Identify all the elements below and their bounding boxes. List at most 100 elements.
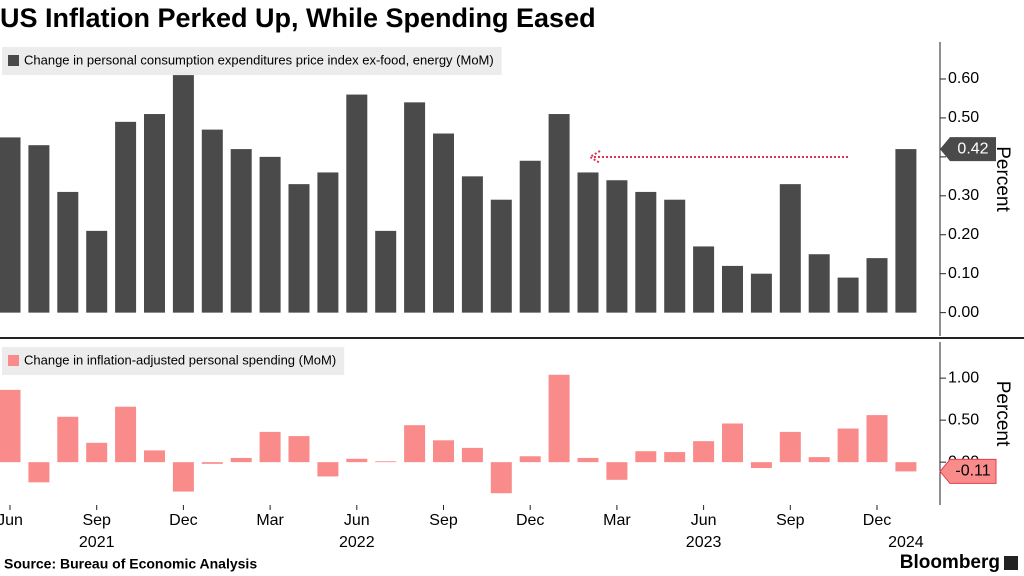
bar	[288, 184, 310, 313]
bar	[866, 258, 888, 313]
bar	[144, 114, 165, 313]
bar	[837, 428, 859, 463]
bar	[750, 462, 772, 469]
bar	[664, 452, 686, 463]
bar	[144, 450, 165, 463]
bar	[866, 415, 888, 463]
bar	[57, 191, 79, 313]
bar	[288, 436, 310, 463]
bar	[115, 121, 137, 313]
bar	[0, 137, 21, 313]
bar	[519, 160, 541, 313]
bar	[606, 462, 628, 480]
x-tick-label: Dec	[863, 512, 891, 529]
bar	[172, 462, 194, 492]
x-tick-label: Jun	[691, 512, 717, 529]
y-tick-label: 0.20	[948, 226, 979, 243]
bar	[490, 199, 512, 313]
bar	[230, 457, 252, 463]
x-tick-label: Sep	[429, 512, 458, 529]
bar	[606, 180, 628, 313]
y-axis-label: Percent	[992, 146, 1013, 212]
x-tick-label: Sep	[82, 512, 111, 529]
x-tick-label: Mar	[603, 512, 631, 529]
logo-icon	[1004, 556, 1018, 570]
bar	[490, 462, 512, 494]
x-year-label: 2022	[339, 534, 375, 551]
bar	[837, 277, 859, 313]
bar	[259, 156, 281, 313]
bar	[895, 149, 917, 313]
bar	[635, 451, 657, 463]
y-tick-label: 0.00	[948, 304, 979, 321]
bar	[722, 265, 743, 313]
bar	[577, 457, 599, 463]
bar	[664, 199, 686, 313]
bar	[86, 442, 108, 463]
bar	[808, 254, 830, 313]
bar	[635, 191, 657, 313]
x-tick-label: Dec	[169, 512, 197, 529]
x-year-label: 2023	[686, 534, 722, 551]
bar	[895, 462, 917, 472]
bar	[722, 423, 743, 463]
bar	[693, 441, 715, 463]
bar	[548, 374, 570, 463]
last-value-tag	[940, 137, 996, 162]
y-tick-label: 0.60	[948, 70, 979, 87]
chart-title: US Inflation Perked Up, While Spending E…	[0, 3, 596, 33]
bar	[779, 184, 801, 313]
bar	[317, 172, 339, 313]
last-value-label: -0.11	[955, 463, 990, 480]
y-axis-label: Percent	[992, 381, 1013, 447]
source: Source: Bureau of Economic Analysis	[4, 556, 257, 572]
x-year-label: 2024	[888, 534, 924, 551]
bar	[346, 94, 368, 313]
legend-box	[2, 347, 345, 375]
bar	[375, 461, 397, 463]
y-tick-label: 0.30	[948, 187, 979, 204]
bar	[201, 462, 223, 464]
bar	[461, 447, 483, 463]
bar	[375, 230, 397, 313]
logo: Bloomberg	[900, 552, 1000, 573]
legend-label: Change in inflation-adjusted personal sp…	[24, 352, 336, 367]
last-value-label: 0.42	[957, 140, 988, 157]
bar	[115, 406, 137, 463]
bar	[808, 457, 830, 463]
legend-label: Change in personal consumption expenditu…	[24, 52, 494, 67]
bar	[577, 172, 599, 313]
bar	[317, 462, 339, 477]
x-tick-label: Dec	[516, 512, 544, 529]
bar	[404, 102, 426, 313]
legend-box	[2, 47, 502, 75]
bar	[693, 246, 715, 313]
bar	[259, 431, 281, 463]
bar	[433, 133, 454, 313]
bar	[750, 273, 772, 313]
bar	[433, 440, 454, 463]
y-tick-label: 0.50	[948, 109, 979, 126]
x-tick-label: Mar	[256, 512, 284, 529]
y-tick-label: 0.10	[948, 265, 979, 282]
x-tick-label: Jun	[344, 512, 370, 529]
bar	[57, 416, 79, 463]
bar	[346, 458, 368, 463]
bar	[86, 230, 108, 313]
bar	[779, 431, 801, 463]
bar	[0, 389, 21, 463]
x-tick-label: Jun	[0, 512, 23, 529]
bar	[172, 75, 194, 313]
bar	[28, 462, 50, 483]
y-tick-label: 0.50	[948, 411, 979, 428]
last-value-tag	[939, 458, 997, 484]
bar	[201, 129, 223, 313]
legend-swatch	[8, 55, 19, 66]
y-tick-label: 1.00	[948, 369, 979, 386]
bar	[519, 456, 541, 463]
x-year-label: 2021	[79, 534, 115, 551]
bar	[461, 176, 483, 313]
bar	[28, 145, 50, 313]
